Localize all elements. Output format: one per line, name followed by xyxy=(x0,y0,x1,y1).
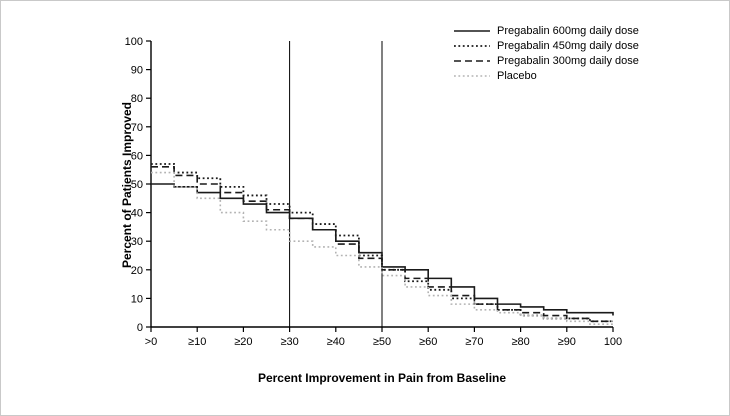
legend-item-pregabalin-600: Pregabalin 600mg daily dose xyxy=(453,25,639,37)
legend-label: Pregabalin 300mg daily dose xyxy=(497,55,639,67)
legend: Pregabalin 600mg daily dose Pregabalin 45… xyxy=(453,25,639,82)
y-tick-label: 60 xyxy=(131,150,143,162)
legend-item-pregabalin-450: Pregabalin 450mg daily dose xyxy=(453,40,639,52)
legend-line-sample xyxy=(454,60,490,62)
y-tick-label: 30 xyxy=(131,236,143,248)
legend-line-sample xyxy=(454,30,490,32)
series-line-placebo xyxy=(151,171,613,325)
x-tick-label: 100 xyxy=(604,336,622,348)
x-tick-label: ≥90 xyxy=(558,336,576,348)
legend-item-pregabalin-300: Pregabalin 300mg daily dose xyxy=(453,55,639,67)
legend-item-placebo: Placebo xyxy=(453,70,639,82)
x-tick-label: ≥10 xyxy=(188,336,206,348)
x-tick-label: >0 xyxy=(145,336,158,348)
legend-line-sample xyxy=(454,45,490,47)
y-tick-label: 70 xyxy=(131,122,143,134)
x-tick-label: ≥70 xyxy=(465,336,483,348)
y-tick-label: 10 xyxy=(131,293,143,305)
y-tick-label: 40 xyxy=(131,208,143,220)
x-tick-label: ≥40 xyxy=(327,336,345,348)
y-tick-label: 0 xyxy=(137,322,143,334)
y-axis-title: Percent of Patients Improved xyxy=(120,101,134,269)
y-tick-label: 100 xyxy=(125,36,143,48)
y-tick-label: 80 xyxy=(131,93,143,105)
x-axis-title: Percent Improvement in Pain from Baselin… xyxy=(257,371,507,385)
y-tick-label: 50 xyxy=(131,179,143,191)
legend-label: Placebo xyxy=(497,70,537,82)
x-tick-label: ≥60 xyxy=(419,336,437,348)
legend-label: Pregabalin 450mg daily dose xyxy=(497,40,639,52)
legend-label: Pregabalin 600mg daily dose xyxy=(497,25,639,37)
x-tick-label: ≥50 xyxy=(373,336,391,348)
x-tick-label: ≥30 xyxy=(280,336,298,348)
y-tick-label: 90 xyxy=(131,65,143,77)
x-tick-label: ≥20 xyxy=(234,336,252,348)
legend-line-sample xyxy=(454,75,490,77)
x-tick-label: ≥80 xyxy=(511,336,529,348)
y-tick-label: 20 xyxy=(131,265,143,277)
